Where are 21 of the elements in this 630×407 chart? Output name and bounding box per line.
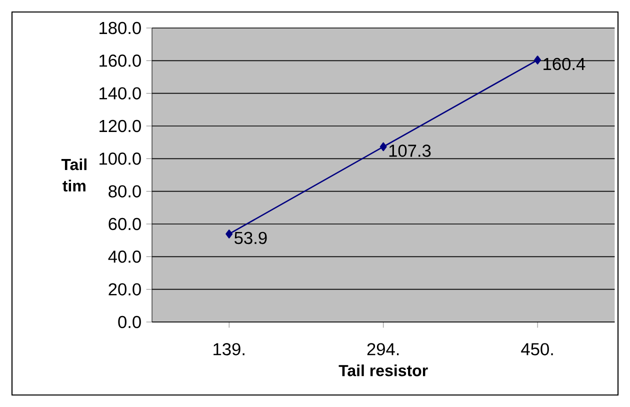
point (380, 142, 387, 152)
y-axis-title: Tail tim (61, 158, 86, 192)
y-tick-label: 160.0 (100, 54, 141, 67)
point (534, 56, 542, 64)
y-tick-label: 140.0 (100, 87, 141, 100)
y-tick-label: 80.0 (108, 185, 141, 198)
y-tick-label: 0.0 (118, 316, 141, 328)
y-tick-label: 120.0 (100, 120, 141, 132)
data-label: 160.4 (544, 58, 586, 70)
y-tick-label: 100.0 (100, 152, 141, 165)
x-tick-label: 450. (521, 343, 553, 356)
data-label: 107.3 (389, 144, 431, 157)
y-tick-label: 20.0 (108, 283, 141, 296)
y-tick-label: 180.0 (100, 22, 141, 34)
point (226, 230, 233, 238)
y-tick-label: 40.0 (108, 250, 141, 263)
x-axis-title: Tail resistor (338, 364, 428, 376)
x-tick-label: 294. (367, 343, 399, 356)
data-label: 53.9 (234, 232, 267, 244)
y-tick-label: 60.0 (108, 218, 141, 230)
x-tick-label: 139. (214, 343, 244, 356)
